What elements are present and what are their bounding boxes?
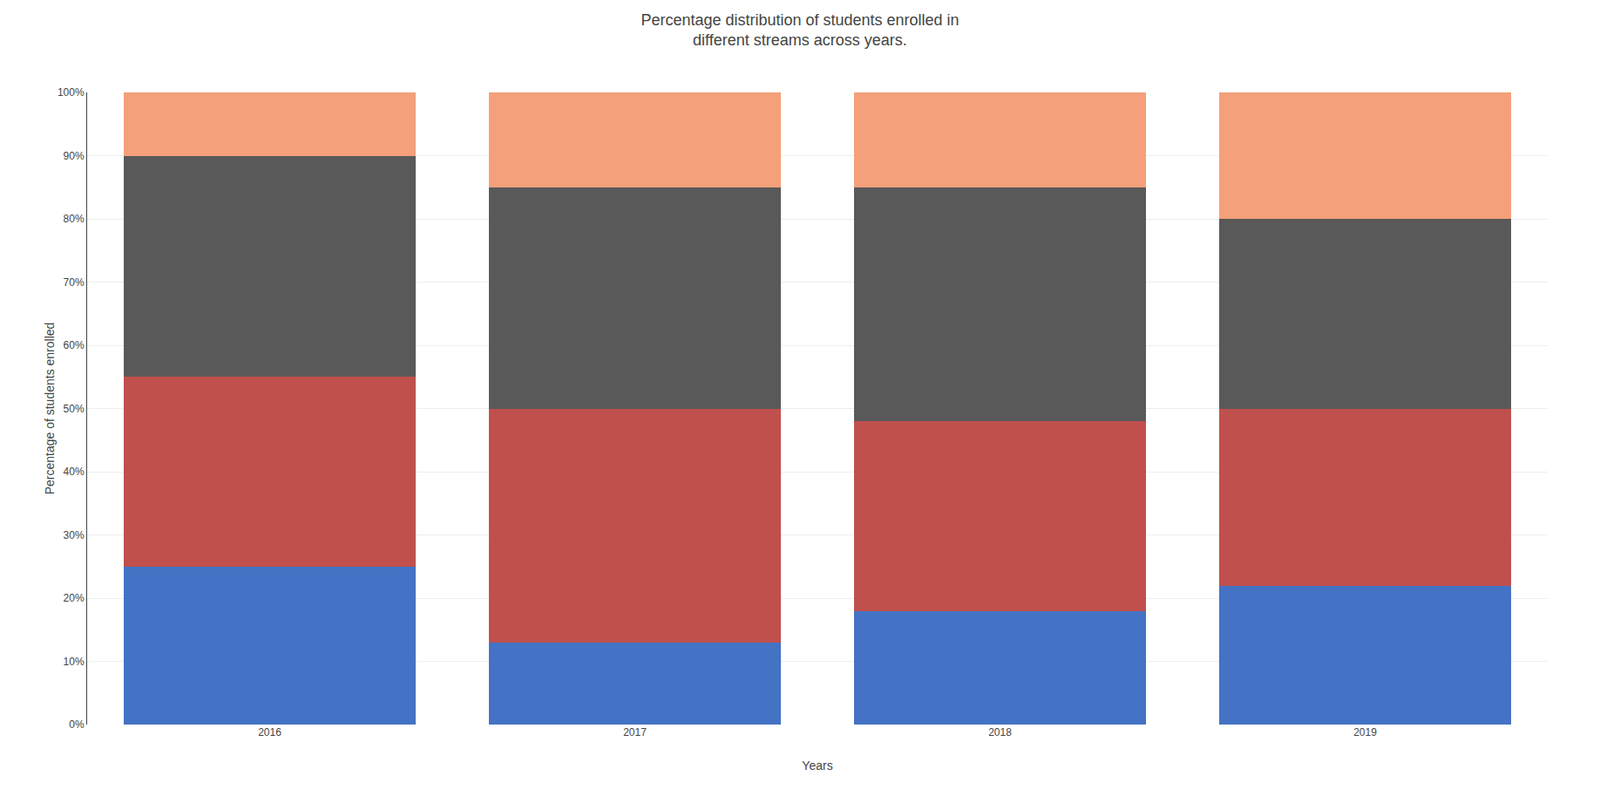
svg-text:2016: 2016: [257, 725, 282, 739]
svg-text:Percentage distribution of stu: Percentage distribution of students enro…: [640, 11, 959, 49]
svg-text:2019: 2019: [1353, 725, 1377, 739]
svg-text:10%: 10%: [63, 655, 85, 668]
svg-text:50%: 50%: [63, 402, 85, 415]
svg-text:100%: 100%: [57, 86, 85, 99]
svg-text:90%: 90%: [63, 149, 85, 163]
svg-text:2018: 2018: [988, 725, 1012, 739]
svg-text:0%: 0%: [68, 718, 85, 731]
svg-text:70%: 70%: [63, 276, 85, 289]
svg-text:Years: Years: [801, 758, 833, 773]
svg-text:2017: 2017: [623, 725, 647, 739]
svg-text:30%: 30%: [63, 528, 85, 542]
svg-text:40%: 40%: [63, 465, 85, 478]
svg-text:20%: 20%: [63, 591, 85, 604]
svg-text:80%: 80%: [63, 212, 85, 225]
svg-text:Percentage of students enrolle: Percentage of students enrolled: [42, 322, 57, 495]
svg-text:60%: 60%: [63, 338, 85, 352]
